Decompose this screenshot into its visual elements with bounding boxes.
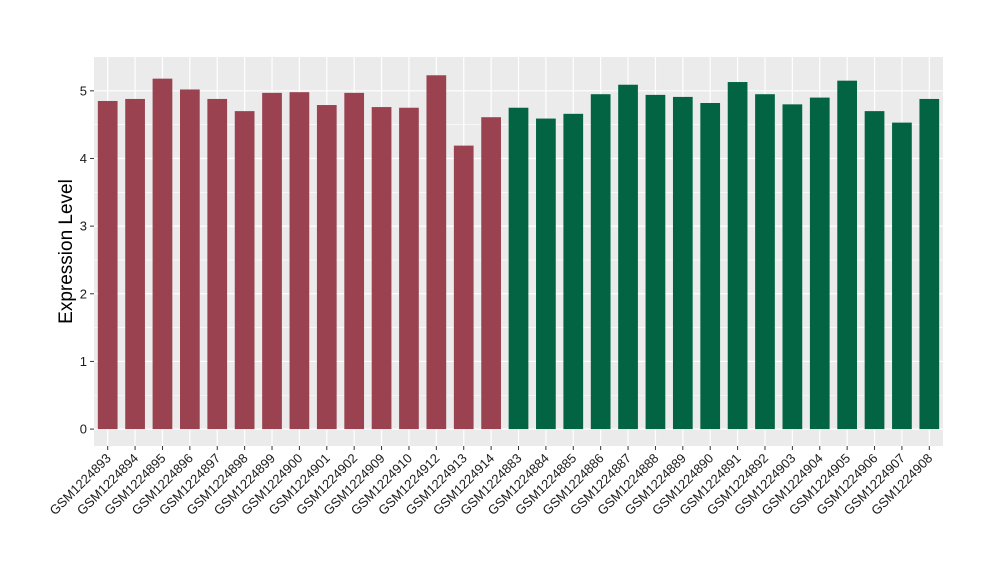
bar-GSM1224899 (262, 92, 282, 430)
bar-GSM1224912 (426, 75, 447, 430)
bar-GSM1224890 (700, 103, 721, 430)
bar-GSM1224905 (837, 80, 858, 430)
bar-GSM1224888 (645, 94, 666, 430)
bar-GSM1224903 (782, 104, 803, 430)
bar-GSM1224883 (508, 107, 529, 430)
bar-GSM1224884 (536, 118, 556, 430)
x-axis: GSM1224893GSM1224894GSM1224895GSM1224896… (46, 446, 935, 518)
bar-GSM1224902 (344, 92, 365, 430)
bar-GSM1224901 (316, 105, 337, 430)
bar-GSM1224889 (672, 96, 693, 430)
y-tick-label: 3 (80, 219, 87, 234)
bar-GSM1224907 (892, 122, 912, 430)
bars (97, 75, 940, 430)
bar-GSM1224893 (97, 100, 118, 430)
bar-GSM1224896 (179, 89, 200, 430)
y-tick-label: 2 (80, 286, 87, 301)
bar-GSM1224910 (399, 107, 419, 430)
bar-GSM1224892 (755, 94, 775, 430)
bar-GSM1224897 (207, 98, 228, 430)
bar-GSM1224898 (234, 111, 255, 430)
bar-GSM1224904 (809, 97, 830, 430)
y-axis: 0 1 2 3 4 5 (80, 83, 94, 437)
bar-GSM1224909 (371, 107, 392, 430)
y-tick-label: 1 (80, 354, 87, 369)
bar-GSM1224891 (727, 82, 748, 430)
y-tick-label: 0 (80, 422, 87, 437)
bar-GSM1224894 (125, 98, 145, 430)
bar-GSM1224887 (618, 84, 638, 430)
bar-GSM1224913 (453, 145, 474, 430)
bar-GSM1224895 (152, 78, 173, 430)
bar-GSM1224906 (864, 111, 885, 430)
bar-GSM1224886 (590, 94, 611, 430)
y-tick-label: 5 (80, 83, 87, 98)
y-axis-title: Expression Level (56, 179, 77, 324)
bar-GSM1224885 (563, 113, 584, 430)
bar-GSM1224900 (289, 92, 310, 430)
bar-GSM1224914 (481, 117, 501, 430)
y-tick-label: 4 (80, 151, 87, 166)
bar-GSM1224908 (919, 98, 940, 430)
